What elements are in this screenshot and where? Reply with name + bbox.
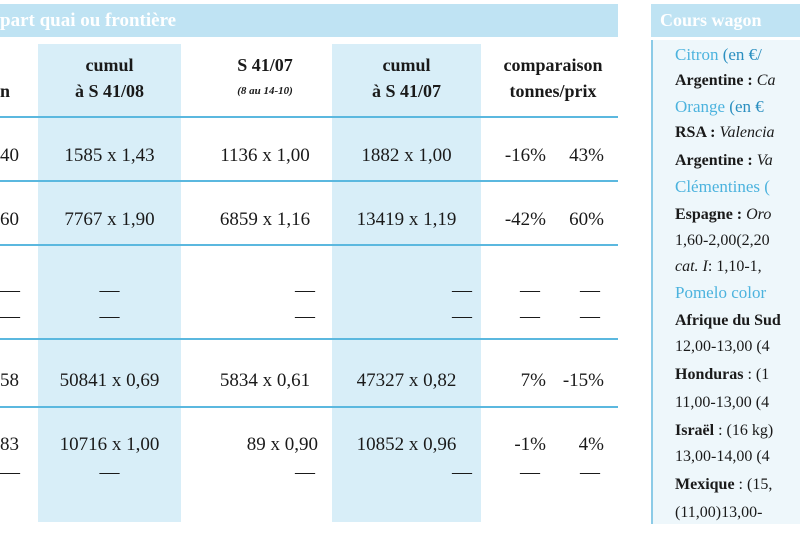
line-afrique-du-sud: Afrique du Sud: [675, 312, 781, 329]
row6-tonnes: -1%: [514, 434, 546, 455]
line-honduras-prices: 11,00-13,00 (4: [675, 394, 770, 411]
row6-c1: 10716 x 1,00: [59, 434, 160, 455]
row7-c3: —: [452, 461, 472, 483]
row4-c2: —: [295, 305, 315, 327]
row7-c1: —: [99, 461, 120, 483]
row5-prix: -15%: [562, 370, 604, 391]
row7-c2: —: [295, 461, 315, 483]
left-table-title: part quai ou frontière: [0, 10, 177, 31]
row3-c2: —: [295, 279, 315, 301]
line-mexique: Mexique : (15,: [675, 476, 773, 493]
table-divider: [0, 180, 618, 182]
table-divider: [0, 338, 618, 340]
row1-prix: 43%: [569, 145, 604, 166]
row2-c3: 13419 x 1,19: [356, 209, 457, 230]
left-table-header-bar: [0, 4, 618, 37]
row6-c3: 10852 x 0,96: [356, 434, 457, 455]
row4-tonnes: —: [520, 305, 540, 327]
row7-c0: —: [0, 461, 20, 483]
right-panel-header-bar: [651, 4, 800, 37]
section-clementines: Clémentines (: [675, 177, 770, 196]
row3-prix: —: [580, 279, 600, 301]
line-espagne: Espagne : Oro: [675, 206, 772, 223]
line-cat-i: cat. I: 1,10-1,: [675, 258, 762, 275]
table-divider: [0, 244, 618, 246]
line-argentine-citron: Argentine : Ca: [675, 72, 776, 89]
column-band-cumul-08: [38, 44, 181, 522]
row4-prix: —: [580, 305, 600, 327]
column-band-cumul-07: [332, 44, 481, 522]
row4-c1: —: [99, 305, 120, 327]
line-espagne-prices: 1,60-2,00(2,20: [675, 232, 770, 249]
right-panel-body: [651, 40, 800, 524]
row6-c0: 83: [0, 434, 19, 455]
row3-c3: —: [452, 279, 472, 301]
row2-tonnes: -42%: [504, 209, 546, 230]
line-argentine-orange: Argentine : Va: [675, 152, 773, 169]
row6-prix: 4%: [578, 434, 604, 455]
line-mexique-prices: (11,00)13,00-: [675, 504, 763, 521]
row3-c0: —: [0, 279, 20, 301]
section-pomelo: Pomelo color: [675, 283, 767, 302]
line-rsa: RSA : Valencia: [675, 124, 775, 141]
right-panel-title: Cours wagon: [660, 10, 762, 30]
row1-c0: 40: [0, 145, 19, 166]
header-s41-07: S 41/07 (8 au 14-10): [237, 55, 293, 97]
row5-tonnes: 7%: [520, 370, 546, 391]
row6-c2: 89 x 0,90: [246, 434, 318, 455]
header-comparaison: comparaison tonnes/prix: [503, 55, 603, 101]
row7-prix: —: [580, 461, 600, 483]
row7-tonnes: —: [520, 461, 540, 483]
row1-c1: 1585 x 1,43: [64, 145, 155, 166]
table-divider: [0, 406, 618, 408]
section-citron: Citron (en €/: [675, 45, 762, 64]
section-orange: Orange (en €: [675, 97, 764, 116]
row3-tonnes: —: [520, 279, 540, 301]
header-col0: n: [0, 81, 11, 101]
row1-c2: 1136 x 1,00: [220, 145, 310, 166]
row5-c3: 47327 x 0,82: [356, 370, 457, 391]
table-divider: [0, 116, 618, 118]
row5-c1: 50841 x 0,69: [59, 370, 160, 391]
row1-c3: 1882 x 1,00: [361, 145, 452, 166]
row5-c2: 5834 x 0,61: [219, 370, 311, 391]
row2-prix: 60%: [569, 209, 604, 230]
line-honduras: Honduras : (1: [675, 366, 770, 383]
header-cumul-s41-07: cumul à S 41/07: [371, 55, 441, 101]
row1-tonnes: -16%: [504, 145, 546, 166]
line-israel-prices: 13,00-14,00 (4: [675, 448, 770, 465]
row2-c2: 6859 x 1,16: [219, 209, 311, 230]
row2-c0: 60: [0, 209, 19, 230]
line-afrique-prices: 12,00-13,00 (4: [675, 338, 770, 355]
row4-c3: —: [452, 305, 472, 327]
row5-c0: 58: [0, 370, 19, 391]
row3-c1: —: [99, 279, 120, 301]
line-israel: Israël : (16 kg): [675, 422, 774, 439]
row4-c0: —: [0, 305, 20, 327]
header-cumul-s41-08: cumul à S 41/08: [74, 55, 144, 101]
row2-c1: 7767 x 1,90: [64, 209, 155, 230]
